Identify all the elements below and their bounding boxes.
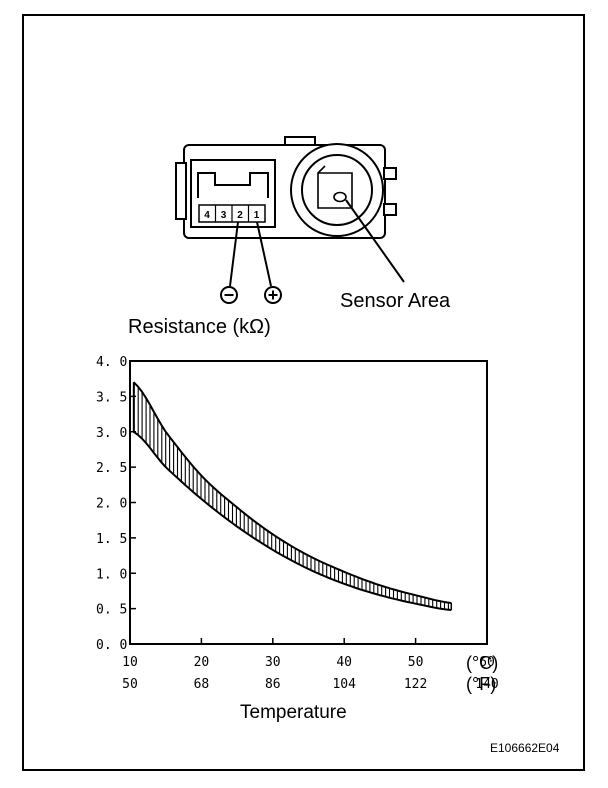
plot-area xyxy=(129,360,488,645)
y-tick-label: 2. 5 xyxy=(96,461,127,476)
upper-limit-curve xyxy=(132,381,452,604)
lower-limit-curve xyxy=(133,430,452,611)
pin-label-2: 2 xyxy=(237,210,243,221)
connector-right-clip-bottom xyxy=(383,203,397,216)
y-tick-label: 2. 0 xyxy=(96,497,127,512)
sensor-spot xyxy=(333,191,347,203)
temperature-axis-label: Temperature xyxy=(240,702,347,723)
pin-label-4: 4 xyxy=(204,210,210,221)
y-tick-label: 0. 0 xyxy=(96,638,127,653)
x-tick-label-fahrenheit: 86 xyxy=(265,677,281,692)
x-tick-label-fahrenheit: 122 xyxy=(404,677,427,692)
x-unit-celsius: (°C) xyxy=(466,653,498,673)
minus-lead xyxy=(229,221,239,287)
socket-key xyxy=(197,172,269,198)
x-tick-label-celsius: 20 xyxy=(194,655,210,670)
y-tick-label: 3. 0 xyxy=(96,426,127,441)
y-tick-label: 1. 5 xyxy=(96,532,127,547)
sensor-leader-line xyxy=(345,199,405,283)
y-tick-label: 4. 0 xyxy=(96,355,127,370)
figure-frame xyxy=(22,14,585,771)
pin-label-3: 3 xyxy=(221,210,227,221)
band-hatching xyxy=(133,382,449,610)
pin-label-1: 1 xyxy=(254,210,260,221)
connector-diagram: 4 3 2 1 xyxy=(175,136,405,304)
y-tick-label: 1. 0 xyxy=(96,567,127,582)
x-tick-label-celsius: 30 xyxy=(265,655,281,670)
x-tick-label-celsius: 40 xyxy=(336,655,352,670)
x-tick-label-celsius: 10 xyxy=(122,655,138,670)
y-tick-label: 0. 5 xyxy=(96,603,127,618)
x-tick-label-fahrenheit: 50 xyxy=(122,677,138,692)
connector-right-clip-top xyxy=(383,167,397,180)
resistance-band xyxy=(132,381,453,611)
x-tick-label-fahrenheit: 68 xyxy=(194,677,210,692)
resistance-axis-label: Resistance (kΩ) xyxy=(128,316,271,338)
sensor-area-label: Sensor Area xyxy=(340,290,451,312)
resistance-temperature-chart: 0. 0 0. 5 1. 0 1. 5 2. 0 2. 5 3. 0 3. 5 4. 0 10 5… xyxy=(96,355,499,694)
x-tick-label-celsius: 60 xyxy=(479,655,495,670)
figure-code: E106662E04 xyxy=(490,741,560,755)
connector-left-ridge xyxy=(175,162,187,220)
x-tick-label-fahrenheit: 104 xyxy=(332,677,356,692)
plus-lead xyxy=(256,221,272,287)
y-tick-label: 3. 5 xyxy=(96,390,127,405)
x-tick-label-fahrenheit: 140 xyxy=(475,677,498,692)
x-tick-label-celsius: 50 xyxy=(408,655,424,670)
x-unit-fahrenheit: (°F) xyxy=(466,674,496,694)
